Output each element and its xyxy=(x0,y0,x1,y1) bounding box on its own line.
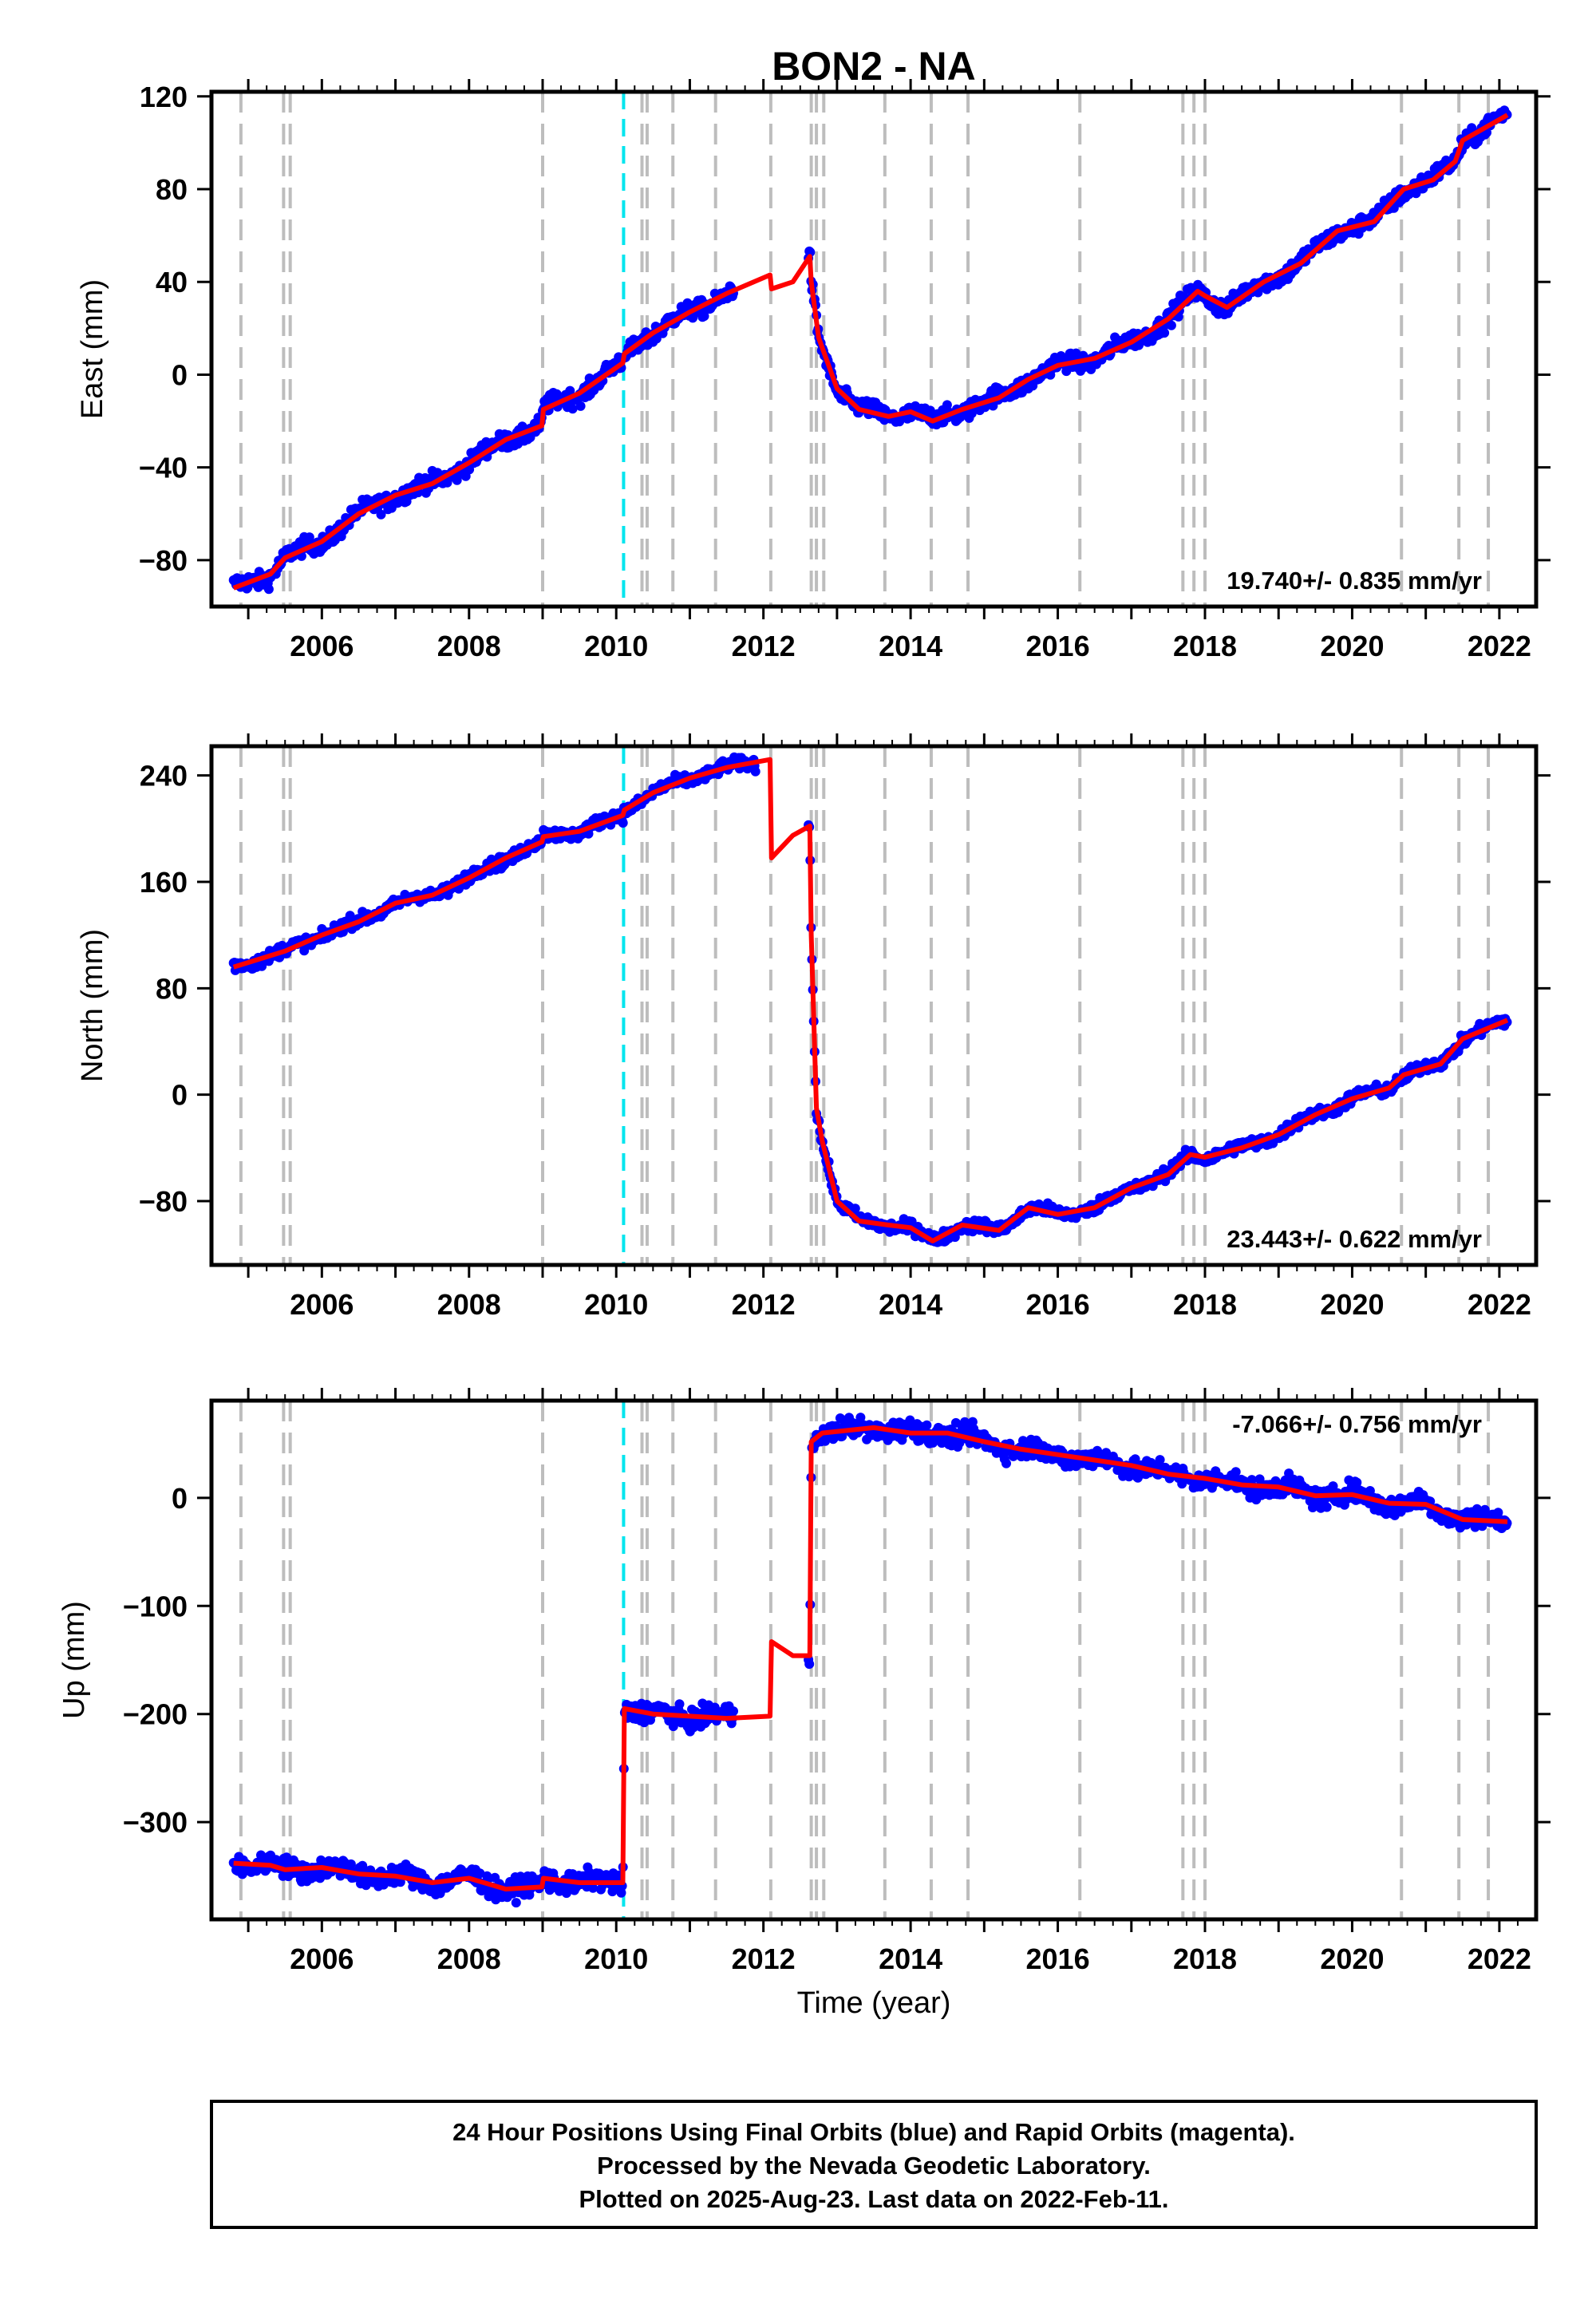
data-point-up-505 xyxy=(674,1699,685,1709)
x-tick-label-up-4: 2014 xyxy=(879,1943,942,1975)
x-tick-label-north-1: 2008 xyxy=(437,1288,501,1321)
model-line-up xyxy=(233,1425,1508,1892)
data-point-up-1051 xyxy=(1231,1467,1241,1477)
data-point-up-701 xyxy=(922,1420,932,1430)
x-tick-label-up-6: 2018 xyxy=(1173,1943,1237,1975)
y-axis-label-up: Up (mm) xyxy=(57,1601,91,1719)
x-tick-label-up-0: 2006 xyxy=(290,1943,354,1975)
y-tick-label-north-0: −80 xyxy=(139,1185,188,1218)
data-points-east xyxy=(228,105,1512,595)
footer-line-1: 24 Hour Positions Using Final Orbits (bl… xyxy=(452,2118,1295,2146)
x-tick-label-east-1: 2008 xyxy=(437,630,501,662)
data-point-up-566 xyxy=(729,1706,738,1717)
y-tick-label-up-1: −200 xyxy=(123,1698,188,1731)
x-tick-label-east-3: 2012 xyxy=(732,630,796,662)
data-point-up-791 xyxy=(1001,1458,1011,1468)
panel-frame-north xyxy=(209,744,1539,1267)
x-tick-label-east-0: 2006 xyxy=(290,630,354,662)
data-point-east-384 xyxy=(567,404,578,414)
x-axis-label: Time (year) xyxy=(797,1986,951,2020)
data-point-east-970 xyxy=(1159,328,1170,338)
y-tick-label-east-2: 0 xyxy=(172,358,188,391)
y-tick-label-up-3: 0 xyxy=(172,1482,188,1515)
footer-line-2: Processed by the Nevada Geodetic Laborat… xyxy=(597,2152,1151,2180)
y-tick-label-east-3: 40 xyxy=(156,266,188,298)
rate-label-north: 23.443+/- 0.622 mm/yr xyxy=(1227,1225,1482,1253)
y-tick-label-east-0: −80 xyxy=(139,544,188,577)
x-tick-label-east-2: 2010 xyxy=(584,630,648,662)
data-point-east-86 xyxy=(304,532,314,543)
model-line-north xyxy=(232,757,1509,1243)
panel-north: 2006 2008 2010 2012 2014 2016 2018 2020 2022 −80 0… xyxy=(76,733,1551,1321)
y-axis-label-north: North (mm) xyxy=(76,929,109,1082)
x-tick-label-east-6: 2018 xyxy=(1173,630,1237,662)
rate-label-up: -7.066+/- 0.756 mm/yr xyxy=(1232,1410,1482,1438)
y-tick-label-east-1: −40 xyxy=(139,452,188,484)
footer-box: 24 Hour Positions Using Final Orbits (bl… xyxy=(210,2100,1538,2229)
y-axis-label-east: East (mm) xyxy=(76,279,109,419)
panel-east: 2006 2008 2010 2012 2014 2016 2018 2020 2022 −80 −… xyxy=(76,79,1551,662)
x-tick-label-up-7: 2020 xyxy=(1320,1943,1384,1975)
rate-label-east: 19.740+/- 0.835 mm/yr xyxy=(1227,567,1482,595)
y-tick-label-up-0: −300 xyxy=(123,1806,188,1839)
data-point-up-521 xyxy=(689,1722,699,1733)
x-tick-label-east-7: 2020 xyxy=(1320,630,1384,662)
panel-up: 2006 2008 2010 2012 2014 2016 2018 2020 2022 −300… xyxy=(57,1388,1551,1975)
x-tick-label-north-4: 2014 xyxy=(879,1288,942,1321)
data-point-east-393 xyxy=(575,401,586,411)
data-point-up-568 xyxy=(804,1659,815,1670)
data-point-east-724 xyxy=(942,400,952,410)
x-tick-label-east-5: 2016 xyxy=(1026,630,1090,662)
data-point-north-441 xyxy=(618,818,628,828)
panel-frame-east xyxy=(209,89,1539,609)
x-tick-label-north-6: 2018 xyxy=(1173,1288,1237,1321)
data-points-up xyxy=(228,1413,1512,1908)
x-tick-label-north-5: 2016 xyxy=(1026,1288,1090,1321)
data-point-east-533 xyxy=(699,311,709,322)
panel-frame-up xyxy=(209,1398,1539,1922)
panels: 2006 2008 2010 2012 2014 2016 2018 2020 2022 −80 −… xyxy=(57,79,1551,1975)
x-tick-label-north-8: 2022 xyxy=(1468,1288,1531,1321)
panel-east-plot-area xyxy=(228,92,1512,607)
y-tick-label-up-2: −100 xyxy=(123,1590,188,1622)
chart-title: BON2 - NA xyxy=(772,44,976,89)
y-tick-label-north-3: 160 xyxy=(140,866,188,899)
data-point-up-1154 xyxy=(1321,1502,1332,1512)
y-tick-label-north-1: 0 xyxy=(172,1079,188,1112)
data-point-up-1161 xyxy=(1328,1481,1338,1492)
x-tick-label-east-8: 2022 xyxy=(1468,630,1531,662)
y-tick-label-east-5: 120 xyxy=(140,81,188,113)
data-point-east-167 xyxy=(376,509,386,520)
footer-frame xyxy=(210,2100,1538,2229)
x-tick-label-north-7: 2020 xyxy=(1320,1288,1384,1321)
x-tick-label-up-1: 2008 xyxy=(437,1943,501,1975)
data-point-north-591 xyxy=(750,766,760,777)
data-point-north-645 xyxy=(850,1203,860,1214)
x-tick-label-north-2: 2010 xyxy=(584,1288,648,1321)
data-point-up-407 xyxy=(588,1883,598,1893)
data-point-east-569 xyxy=(805,247,816,257)
data-point-east-978 xyxy=(1166,320,1176,330)
data-point-up-738 xyxy=(954,1438,965,1448)
y-tick-label-north-4: 240 xyxy=(140,760,188,792)
footer-line-3: Plotted on 2025-Aug-23. Last data on 202… xyxy=(579,2185,1168,2213)
data-points-north xyxy=(228,752,1512,1247)
y-tick-label-east-4: 80 xyxy=(156,173,188,206)
x-tick-label-up-8: 2022 xyxy=(1468,1943,1531,1975)
model-line-east xyxy=(232,113,1509,591)
data-point-up-320 xyxy=(511,1898,521,1908)
x-tick-label-north-0: 2006 xyxy=(290,1288,354,1321)
x-tick-label-east-4: 2014 xyxy=(879,630,942,662)
panel-up-plot-area xyxy=(228,1401,1512,1919)
data-point-east-40 xyxy=(263,584,274,595)
x-tick-label-north-3: 2012 xyxy=(732,1288,796,1321)
x-tick-label-up-5: 2016 xyxy=(1026,1943,1090,1975)
panel-north-plot-area xyxy=(228,746,1512,1265)
y-tick-label-north-2: 80 xyxy=(156,972,188,1005)
x-tick-label-up-2: 2010 xyxy=(584,1943,648,1975)
x-tick-label-up-3: 2012 xyxy=(732,1943,796,1975)
